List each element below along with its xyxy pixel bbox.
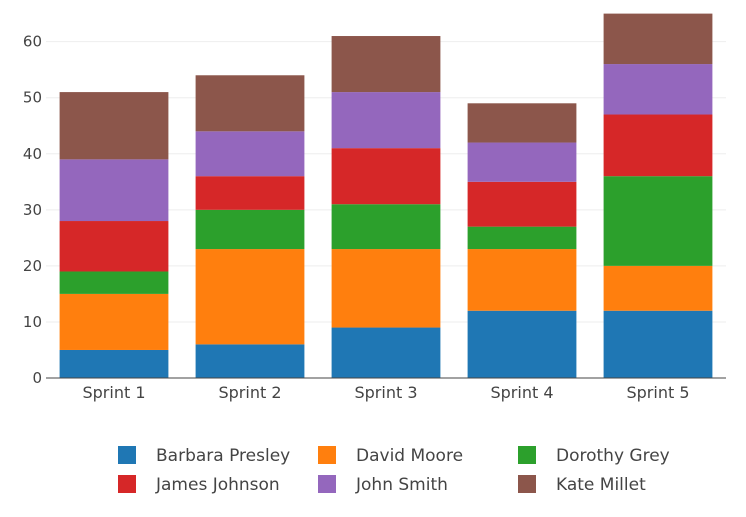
bar-segment-john-smith-sprint-2: [195, 131, 305, 177]
axes: 0 10 20 30 40 50 60 Sprint 1 Sprint 2 Sprint 3 Spr…: [23, 33, 726, 402]
bar-segment-david-moore-sprint-4: [467, 249, 577, 311]
legend-label[interactable]: John Smith: [355, 475, 448, 495]
legend-swatch: [318, 475, 336, 493]
bar-segment-james-johnson-sprint-1: [59, 221, 169, 272]
bar-segment-james-johnson-sprint-2: [195, 176, 305, 210]
bar-segment-kate-millet-sprint-2: [195, 75, 305, 132]
bar-segment-david-moore-sprint-2: [195, 249, 305, 345]
bar-segment-dorothy-grey-sprint-3: [331, 204, 441, 250]
legend-swatch: [118, 475, 136, 493]
bar-segment-john-smith-sprint-4: [467, 142, 577, 182]
y-tick-label: 0: [32, 369, 42, 387]
bar-segment-barbara-presley-sprint-3: [331, 327, 441, 378]
bar-segment-james-johnson-sprint-5: [603, 114, 713, 177]
bars: [59, 13, 713, 378]
legend-label[interactable]: James Johnson: [155, 475, 280, 495]
x-tick-label: Sprint 1: [82, 383, 145, 402]
bar-segment-barbara-presley-sprint-2: [195, 344, 305, 378]
bar-segment-john-smith-sprint-3: [331, 92, 441, 149]
bar-segment-barbara-presley-sprint-1: [59, 349, 169, 378]
bar-segment-john-smith-sprint-5: [603, 64, 713, 115]
x-tick-label: Sprint 5: [626, 383, 689, 402]
legend: Barbara Presley David Moore Dorothy Grey Ja…: [118, 446, 670, 495]
bar-segment-dorothy-grey-sprint-2: [195, 209, 305, 250]
bar-segment-dorothy-grey-sprint-5: [603, 176, 713, 266]
bar-segment-john-smith-sprint-1: [59, 159, 169, 222]
bar-segment-barbara-presley-sprint-4: [467, 310, 577, 378]
bar-segment-james-johnson-sprint-4: [467, 181, 577, 227]
y-tick-label: 50: [23, 89, 42, 107]
legend-swatch: [518, 475, 536, 493]
bar-segment-kate-millet-sprint-1: [59, 92, 169, 160]
bar-segment-kate-millet-sprint-5: [603, 13, 713, 65]
bar-segment-dorothy-grey-sprint-4: [467, 226, 577, 250]
legend-label[interactable]: Dorothy Grey: [556, 446, 670, 466]
y-tick-label: 60: [23, 33, 42, 51]
legend-label[interactable]: David Moore: [356, 446, 463, 466]
legend-swatch: [118, 446, 136, 464]
legend-label[interactable]: Kate Millet: [556, 475, 646, 495]
legend-swatch: [518, 446, 536, 464]
y-tick-label: 40: [23, 145, 42, 163]
bar-segment-david-moore-sprint-1: [59, 293, 169, 350]
y-tick-label: 20: [23, 257, 42, 275]
bar-segment-dorothy-grey-sprint-1: [59, 271, 169, 294]
x-tick-label: Sprint 2: [218, 383, 281, 402]
y-tick-label: 10: [23, 313, 42, 331]
bar-segment-david-moore-sprint-3: [331, 249, 441, 328]
bar-segment-james-johnson-sprint-3: [331, 148, 441, 205]
y-tick-label: 30: [23, 201, 42, 219]
bar-segment-kate-millet-sprint-3: [331, 36, 441, 93]
bar-segment-kate-millet-sprint-4: [467, 103, 577, 143]
legend-swatch: [318, 446, 336, 464]
x-tick-label: Sprint 3: [354, 383, 417, 402]
x-tick-label: Sprint 4: [490, 383, 553, 402]
legend-label[interactable]: Barbara Presley: [156, 446, 290, 466]
bar-segment-barbara-presley-sprint-5: [603, 310, 713, 378]
bar-segment-david-moore-sprint-5: [603, 265, 713, 311]
